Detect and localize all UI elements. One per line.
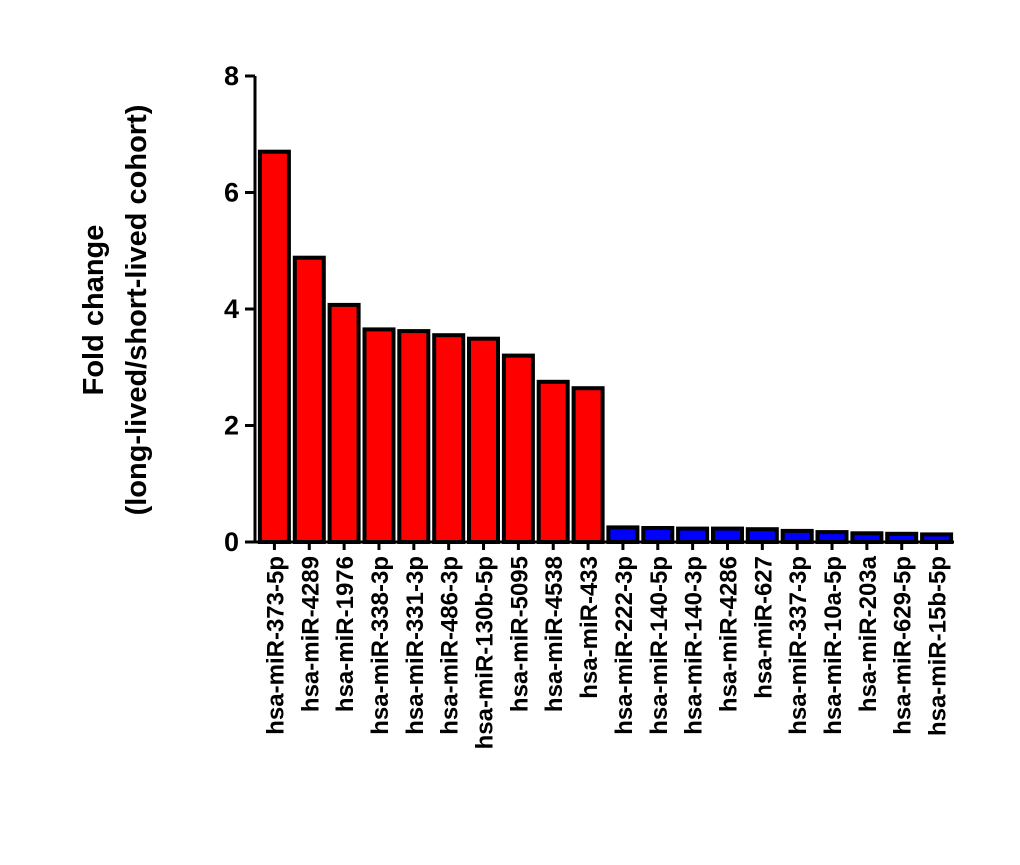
x-tick-label: hsa-miR-331-3p xyxy=(402,556,429,735)
bar-hsa-miR-4538 xyxy=(536,379,570,544)
bar-hsa-miR-338-3p xyxy=(362,327,396,544)
x-tick-label: hsa-miR-203a xyxy=(855,555,882,712)
bar-hsa-miR-627 xyxy=(745,527,779,545)
y-tick-label: 8 xyxy=(224,61,239,91)
bar-hsa-miR-337-3p xyxy=(780,528,814,545)
y-axis-label: Fold change xyxy=(78,225,110,396)
x-tick-label: hsa-miR-222-3p xyxy=(611,556,638,735)
bar-hsa-miR-130b-5p xyxy=(467,336,500,545)
x-tick-label: hsa-miR-337-3p xyxy=(785,556,812,735)
x-tick-label: hsa-miR-140-3p xyxy=(681,556,708,735)
bar-hsa-miR-1976 xyxy=(327,302,361,544)
y-tick-label: 0 xyxy=(224,527,239,557)
x-tick-label: hsa-miR-4538 xyxy=(541,556,568,712)
bar-hsa-miR-433 xyxy=(571,386,605,545)
x-tick-label: hsa-miR-338-3p xyxy=(367,556,394,735)
y-ticks-group: 0 2 4 6 8 xyxy=(224,61,255,557)
bar-hsa-miR-140-3p xyxy=(676,526,710,544)
bar-hsa-miR-486-3p xyxy=(432,333,466,545)
x-tick-label: hsa-miR-140-5p xyxy=(646,556,673,735)
x-tick-label: hsa-miR-629-5p xyxy=(890,556,917,735)
x-tick-label: hsa-miR-4289 xyxy=(297,556,324,712)
x-tick-label: hsa-miR-433 xyxy=(576,556,603,699)
bar-hsa-miR-222-3p xyxy=(606,525,640,545)
bar-hsa-miR-5095 xyxy=(501,353,535,544)
y-tick-label: 2 xyxy=(224,411,239,441)
x-tick-label: hsa-miR-5095 xyxy=(506,556,533,712)
y-tick-label: 4 xyxy=(224,294,239,324)
bar-hsa-miR-331-3p xyxy=(397,329,431,544)
x-tick-label: hsa-miR-4286 xyxy=(716,556,743,712)
bar-hsa-miR-4289 xyxy=(292,255,326,544)
bars-group xyxy=(257,149,954,545)
y-axis-label-line2: (long-lived/short-lived cohort) xyxy=(121,105,153,516)
bar-hsa-miR-373-5p xyxy=(257,149,291,544)
x-tick-label: hsa-miR-373-5p xyxy=(262,556,289,735)
x-tick-label: hsa-miR-627 xyxy=(750,556,777,699)
x-tick-label: hsa-miR-1976 xyxy=(332,556,359,712)
x-tick-label: hsa-miR-10a-5p xyxy=(820,556,847,735)
y-tick-label: 6 xyxy=(224,178,239,208)
bar-hsa-miR-4286 xyxy=(711,526,744,544)
x-tick-label: hsa-miR-486-3p xyxy=(437,556,464,735)
y-axis-title: Fold change (long-lived/short-lived coho… xyxy=(78,105,153,516)
x-tick-label: hsa-miR-15b-5p xyxy=(925,556,952,736)
bar-hsa-miR-140-5p xyxy=(641,526,675,544)
x-tick-label: hsa-miR-130b-5p xyxy=(472,556,499,749)
x-tick-labels-group: hsa-miR-373-5p hsa-miR-4289 hsa-miR-1976 hs… xyxy=(262,542,952,749)
